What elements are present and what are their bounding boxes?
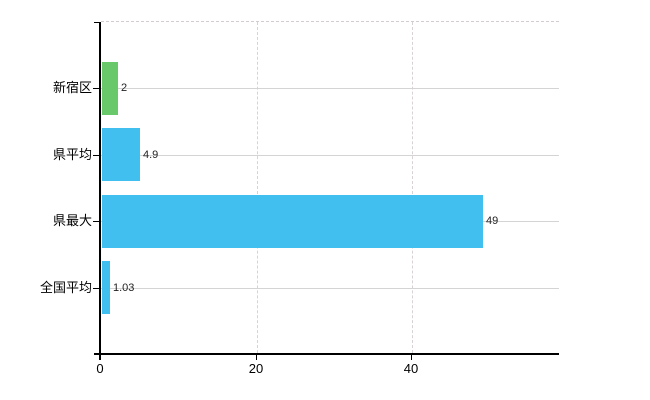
- y-gridline: [101, 88, 559, 89]
- y-tick: [93, 288, 99, 289]
- y-axis-line: [99, 22, 101, 360]
- y-gridline: [101, 288, 559, 289]
- bar-県最大[interactable]: [102, 195, 483, 248]
- plot-top-border: [101, 21, 559, 22]
- bar-全国平均[interactable]: [102, 261, 110, 314]
- bar-value-label: 4.9: [143, 149, 159, 161]
- y-tick: [93, 221, 99, 222]
- category-label-全国平均: 全国平均: [39, 280, 92, 295]
- x-gridline: [412, 22, 413, 353]
- bar-value-label: 2: [121, 82, 128, 94]
- y-axis-end-tick: [94, 22, 100, 23]
- x-tick: [256, 355, 257, 360]
- y-tick: [93, 155, 99, 156]
- bar-県平均[interactable]: [102, 128, 140, 181]
- x-axis-line: [94, 353, 559, 355]
- bar-新宿区[interactable]: [102, 62, 118, 115]
- category-label-県最大: 県最大: [52, 213, 92, 228]
- bar-value-label: 49: [486, 215, 499, 227]
- y-tick: [93, 88, 99, 89]
- x-tick: [411, 355, 412, 360]
- x-tick: [100, 355, 101, 360]
- x-tick-label: 20: [248, 361, 264, 376]
- x-gridline: [257, 22, 258, 353]
- bar-value-label: 1.03: [113, 282, 135, 294]
- category-label-県平均: 県平均: [52, 147, 92, 162]
- x-tick-label: 40: [403, 361, 419, 376]
- x-tick-label: 0: [96, 361, 104, 376]
- y-gridline: [101, 155, 559, 156]
- category-label-新宿区: 新宿区: [52, 80, 92, 95]
